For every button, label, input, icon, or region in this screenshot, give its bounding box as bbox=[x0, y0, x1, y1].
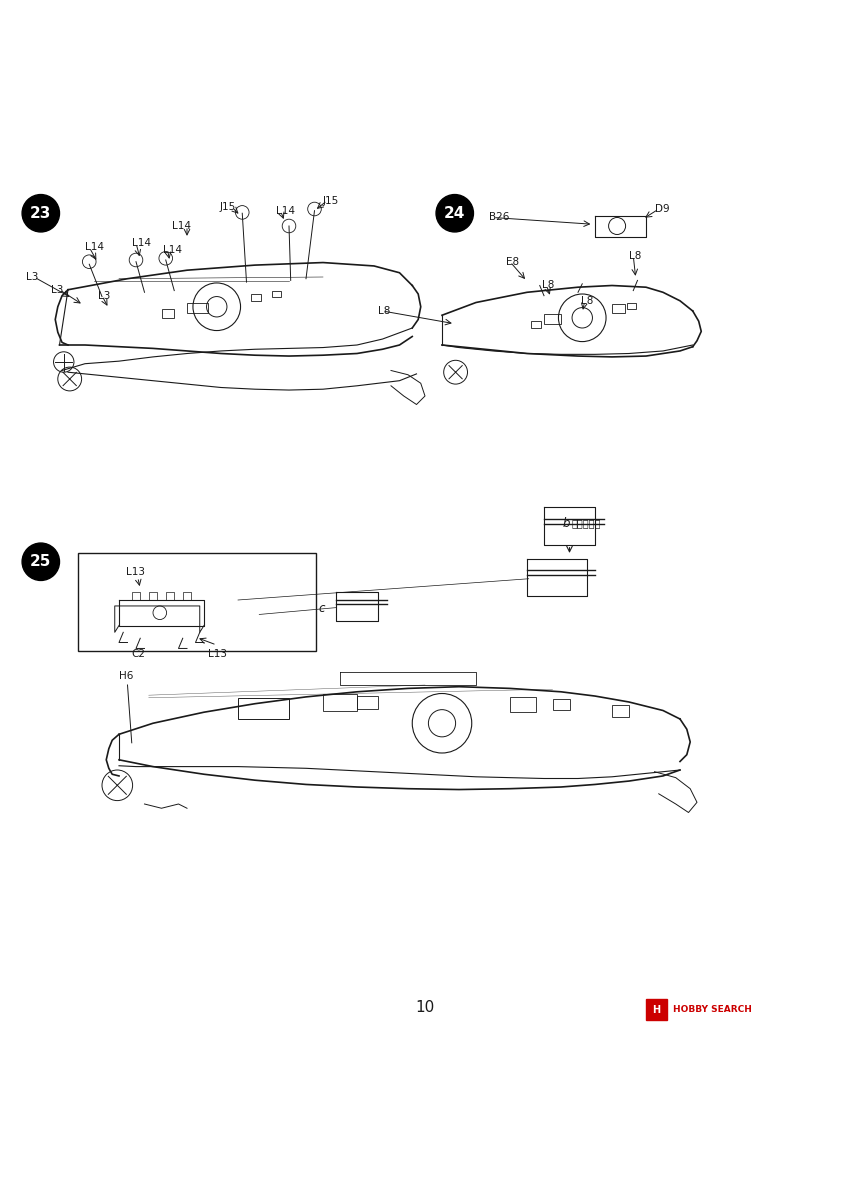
Text: J15: J15 bbox=[323, 196, 339, 205]
Text: （防楯無）: （防楯無） bbox=[571, 518, 601, 528]
Text: L14: L14 bbox=[85, 242, 104, 252]
Text: L8: L8 bbox=[629, 251, 642, 260]
Text: b: b bbox=[563, 517, 570, 530]
Bar bbox=[612, 704, 629, 718]
Text: L3: L3 bbox=[26, 272, 38, 282]
Text: L14: L14 bbox=[163, 245, 182, 254]
Text: 25: 25 bbox=[30, 554, 52, 569]
Bar bbox=[251, 294, 261, 301]
Bar bbox=[646, 998, 667, 1020]
Bar bbox=[238, 697, 289, 719]
Bar bbox=[552, 700, 570, 709]
Text: L3: L3 bbox=[98, 290, 110, 301]
Text: L8: L8 bbox=[581, 295, 593, 306]
Text: L13: L13 bbox=[126, 568, 144, 577]
Circle shape bbox=[436, 194, 473, 232]
Text: D9: D9 bbox=[654, 204, 669, 214]
Bar bbox=[544, 313, 561, 324]
Text: L14: L14 bbox=[276, 205, 295, 216]
Text: HOBBY SEARCH: HOBBY SEARCH bbox=[673, 1006, 752, 1014]
Text: c: c bbox=[319, 602, 326, 614]
Text: 10: 10 bbox=[416, 1000, 434, 1015]
Text: H: H bbox=[653, 1004, 660, 1015]
Bar bbox=[627, 304, 636, 310]
Bar bbox=[187, 302, 208, 313]
Text: H6: H6 bbox=[119, 671, 133, 680]
Circle shape bbox=[22, 194, 60, 232]
Text: J15: J15 bbox=[220, 203, 236, 212]
Text: L8: L8 bbox=[378, 306, 391, 316]
Bar bbox=[162, 310, 174, 318]
Text: 23: 23 bbox=[30, 205, 52, 221]
Text: 24: 24 bbox=[444, 205, 466, 221]
Text: L3: L3 bbox=[51, 284, 64, 295]
Text: L14: L14 bbox=[173, 221, 191, 230]
Bar bbox=[323, 694, 357, 710]
Bar bbox=[357, 696, 378, 709]
Text: E8: E8 bbox=[506, 257, 518, 266]
Text: L14: L14 bbox=[132, 238, 150, 248]
Text: L13: L13 bbox=[208, 649, 227, 659]
Circle shape bbox=[22, 544, 60, 581]
Bar bbox=[78, 553, 316, 650]
Bar bbox=[510, 697, 536, 712]
Text: C2: C2 bbox=[132, 649, 145, 659]
Bar bbox=[612, 304, 625, 313]
Text: B26: B26 bbox=[489, 212, 509, 222]
Text: L8: L8 bbox=[542, 281, 555, 290]
Bar bbox=[272, 292, 280, 298]
Bar bbox=[531, 322, 541, 328]
